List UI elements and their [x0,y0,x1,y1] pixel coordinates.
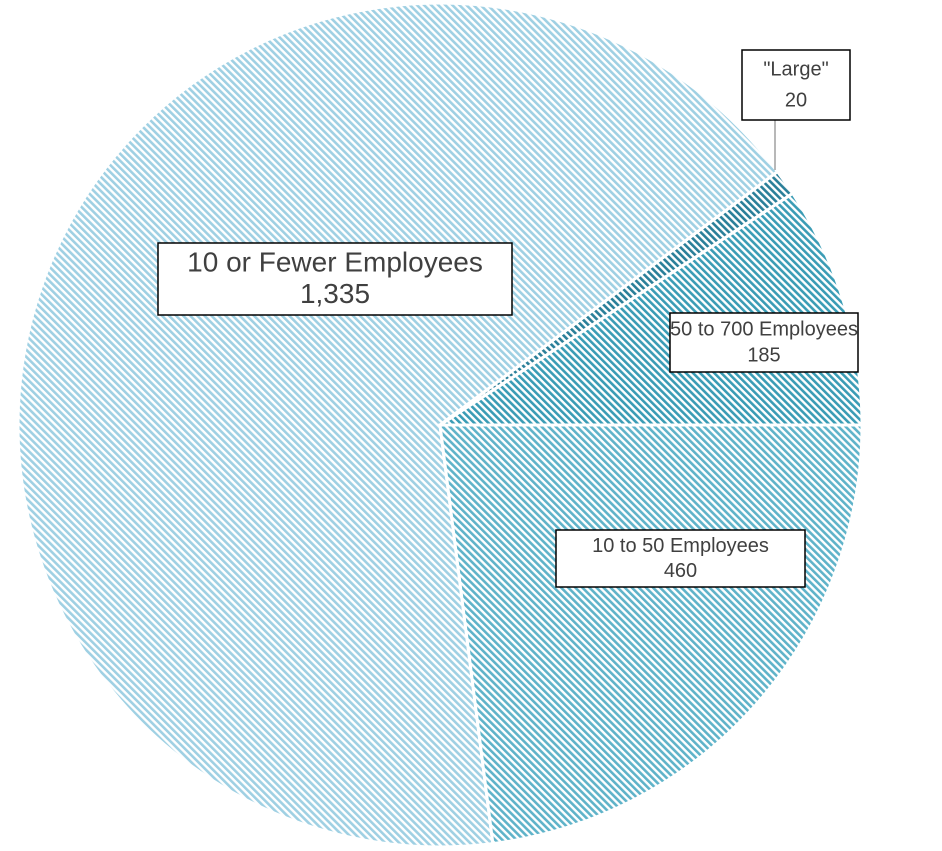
slices [16,1,864,849]
label-box [157,242,513,316]
pie-slice [438,423,864,846]
value-label: 460 [664,560,697,582]
slice-label: 10 to 50 Employees [592,535,769,557]
value-label: 1,335 [300,278,370,309]
label-box [555,529,806,588]
value-label: 185 [747,344,780,366]
label-box [741,49,851,121]
pie-slice [16,1,780,849]
label-box [669,312,859,373]
labels: 50 to 700 Employees 185 "Large" 20 10 or Few… [157,49,859,588]
value-label: 20 [785,89,807,111]
slice-label: 50 to 700 Employees [670,318,858,340]
slice-label: 10 or Fewer Employees [187,246,483,277]
slice-label: "Large" [763,59,828,81]
